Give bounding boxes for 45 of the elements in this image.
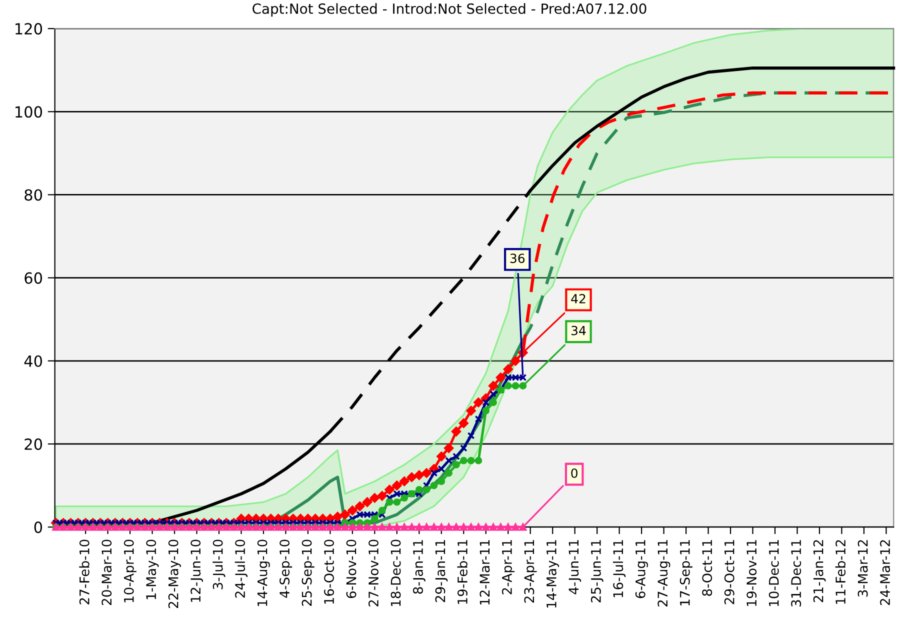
x-tick-label: 4-Jun-11 <box>568 540 582 594</box>
x-tick-label: 3-Jul-10 <box>212 540 226 590</box>
x-tick-label: 24-Jul-10 <box>234 540 248 598</box>
x-tick-label: 2-Apr-11 <box>502 540 514 594</box>
x-tick-label: 4-Sep-10 <box>280 540 292 598</box>
x-tick-label: 6-Nov-10 <box>346 540 356 598</box>
y-tick-label: 20 <box>24 438 42 450</box>
x-tick-label: 27-Feb-10 <box>79 540 90 604</box>
x-tick-label: 6-Aug-11 <box>635 540 648 598</box>
x-tick-label: 25-Sep-10 <box>302 540 314 606</box>
x-tick-label: 29-Oct-11 <box>724 540 734 604</box>
x-tick-label: 24-Mar-12 <box>880 540 890 606</box>
x-tick-label: 19-Feb-11 <box>457 540 468 604</box>
x-tick-label: 8-Oct-11 <box>702 540 712 596</box>
x-tick-label: 27-Nov-10 <box>368 540 378 606</box>
y-tick-label: 120 <box>16 23 42 35</box>
x-tick-label: 27-Aug-11 <box>658 540 670 606</box>
x-tick-label: 8-Jan-11 <box>413 540 426 594</box>
x-tick-label: 20-Mar-10 <box>102 540 112 606</box>
x-tick-label: 23-Apr-11 <box>524 540 537 603</box>
x-tick-label: 14-Aug-10 <box>257 540 270 606</box>
x-tick-label: 29-Jan-11 <box>435 540 448 602</box>
x-tick-label: 16-Jul-11 <box>612 540 626 598</box>
y-tick-label: 40 <box>24 355 42 367</box>
x-tick-label: 21-Jan-12 <box>813 540 826 602</box>
x-tick-label: 12-Jun-10 <box>190 540 204 602</box>
x-tick-label: 18-Dec-10 <box>390 540 401 606</box>
x-tick-label: 17-Sep-11 <box>680 540 692 606</box>
y-tick-label: 100 <box>16 106 42 118</box>
chart-title: Capt:Not Selected - Introd:Not Selected - Pred:A07.12.00 <box>252 3 646 17</box>
x-tick-label: 10-Apr-10 <box>124 540 136 602</box>
x-tick-label: 1-May-10 <box>146 540 159 600</box>
x-tick-label: 10-Dec-11 <box>768 540 779 606</box>
x-tick-label: 19-Nov-11 <box>746 540 757 606</box>
x-tick-label: 11-Feb-12 <box>835 540 846 604</box>
y-tick-label: 80 <box>24 189 42 201</box>
x-tick-label: 12-Mar-11 <box>480 540 490 605</box>
x-tick-label: 22-May-10 <box>168 540 181 608</box>
x-tick-label: 16-Oct-10 <box>324 540 334 604</box>
x-tick-label: 25-Jun-11 <box>590 540 604 602</box>
x-tick-label: 14-May-11 <box>546 540 559 608</box>
x-tick-label: 31-Dec-11 <box>791 540 802 606</box>
x-tick-label: 3-Mar-12 <box>858 540 868 597</box>
y-tick-label: 0 <box>34 522 42 534</box>
y-tick-label: 60 <box>24 272 42 284</box>
